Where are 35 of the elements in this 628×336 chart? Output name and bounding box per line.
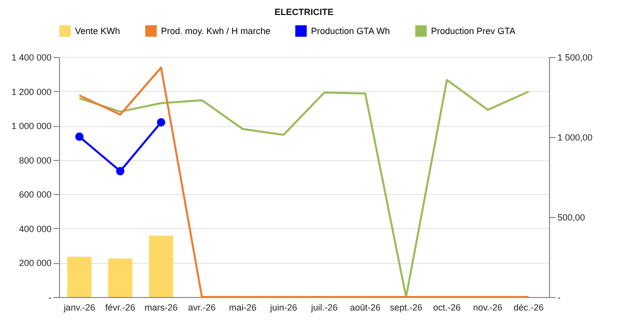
x-tick-label: sept.-26: [390, 302, 422, 312]
y2-tick-label: 1 000,00: [558, 132, 593, 142]
y2-tick-label: -: [558, 292, 560, 302]
x-tick-label: juil.-26: [310, 302, 338, 312]
y-tick-label: -: [48, 292, 52, 302]
y-tick-label: 1 400 000: [11, 52, 52, 62]
x-tick-label: mars-26: [144, 302, 178, 312]
x-tick-label: oct.-26: [433, 302, 461, 312]
y-tick-label: 1 000 000: [11, 121, 52, 132]
y-tick-label: 800 000: [18, 155, 52, 166]
x-tick-label: mai-26: [228, 302, 257, 312]
bar: [108, 258, 132, 297]
x-tick-label: janv.-26: [62, 302, 96, 312]
x-tick-label: août-26: [350, 302, 381, 312]
legend-label: Production Prev GTA: [431, 26, 516, 36]
x-tick-label: juin-26: [269, 302, 298, 312]
y2-tick-label: 1 500,00: [558, 52, 593, 62]
bar: [148, 236, 174, 297]
point: [116, 166, 124, 176]
legend-label: Production GTA Wh: [311, 26, 390, 36]
legend-label: Vente KWh: [75, 26, 120, 36]
x-tick-label: nov.-26: [473, 302, 502, 312]
legend-label: Prod. moy. Kwh / H marche: [161, 26, 270, 36]
y-tick-label: 200 000: [18, 258, 52, 268]
bar: [67, 256, 92, 297]
point: [156, 118, 166, 126]
x-tick-label: févr.-26: [105, 302, 136, 312]
x-tick-label: déc.-26: [514, 302, 544, 312]
point: [75, 132, 84, 141]
y-tick-label: 400 000: [18, 224, 52, 234]
x-tick-label: avr.-26: [188, 302, 216, 312]
y-tick-label: 600 000: [18, 190, 52, 200]
chart-title: ELECTRICITE: [274, 7, 334, 17]
y2-tick-label: 500,00: [558, 212, 586, 222]
y-tick-label: 1 200 000: [11, 86, 52, 97]
